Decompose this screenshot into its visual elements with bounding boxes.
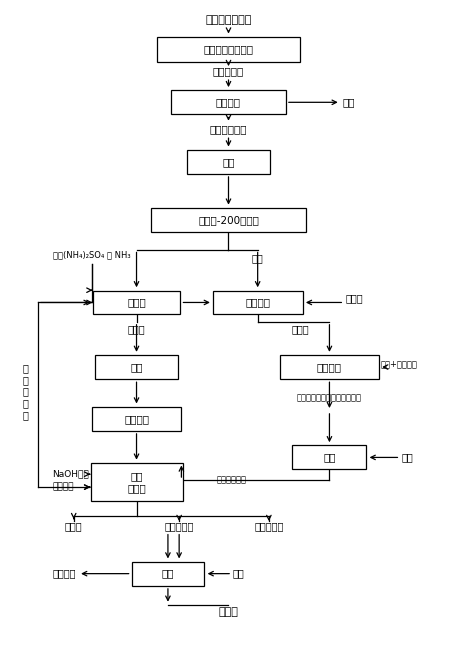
Text: 补加(NH₄)₂SO₄ 和 NH₃: 补加(NH₄)₂SO₄ 和 NH₃: [53, 250, 130, 259]
Text: 废水: 废水: [401, 453, 413, 462]
Text: 三元正极材料: 三元正极材料: [210, 124, 247, 135]
Text: 煅烧: 煅烧: [222, 157, 235, 167]
Bar: [92, 407, 181, 430]
Text: 碱液浸泡: 碱液浸泡: [216, 97, 241, 107]
Text: 粉料: 粉料: [252, 253, 264, 263]
Text: 废旧锂离子电池: 废旧锂离子电池: [205, 15, 252, 26]
Text: （酸+还原剂）: （酸+还原剂）: [381, 359, 417, 368]
Text: 成分调控: 成分调控: [124, 414, 149, 424]
Text: 还原剂: 还原剂: [345, 293, 363, 303]
Text: 加压浸出: 加压浸出: [245, 298, 270, 307]
Text: 混合槽: 混合槽: [127, 298, 146, 307]
Bar: [95, 355, 178, 379]
Text: 筛磨、-200目筛分: 筛磨、-200目筛分: [198, 215, 259, 225]
Text: 共沉淀后液: 共沉淀后液: [165, 521, 194, 531]
Bar: [157, 37, 300, 61]
Text: 氨浸液: 氨浸液: [128, 324, 145, 334]
Text: 氧化: 氧化: [323, 453, 336, 462]
Bar: [280, 355, 379, 379]
Text: 蒸氨
共沉淀: 蒸氨 共沉淀: [127, 471, 146, 493]
Text: 净化: 净化: [130, 362, 143, 372]
Text: 保护气流: 保护气流: [53, 483, 74, 492]
Bar: [187, 150, 270, 174]
Text: 再生氨氧体: 再生氨氧体: [254, 521, 283, 531]
Text: 沉锂: 沉锂: [162, 568, 174, 579]
Text: 常压酸浸: 常压酸浸: [317, 362, 342, 372]
Text: 碳酸: 碳酸: [233, 568, 245, 579]
Text: 稀液盐溶液（镍盐钴盐锰盐）: 稀液盐溶液（镍盐钴盐锰盐）: [297, 394, 362, 402]
Text: 沉锂母液: 沉锂母液: [53, 568, 76, 579]
Text: 三元正极片: 三元正极片: [213, 66, 244, 77]
Text: 挥发氨: 挥发氨: [65, 521, 83, 531]
Text: 拆解、破碎、解分: 拆解、破碎、解分: [203, 44, 254, 54]
Bar: [213, 290, 303, 315]
Bar: [90, 463, 182, 501]
Bar: [292, 445, 367, 470]
Bar: [151, 208, 306, 232]
Text: NaOH溶液: NaOH溶液: [53, 470, 90, 479]
Bar: [93, 290, 180, 315]
Text: 浸出液: 浸出液: [292, 324, 309, 334]
Text: 返
回
混
合
槽: 返 回 混 合 槽: [23, 364, 29, 420]
Bar: [171, 90, 286, 114]
Text: 稀杂盐锰浸液: 稀杂盐锰浸液: [217, 475, 246, 485]
Bar: [132, 562, 204, 585]
Text: 铝箔: 铝箔: [343, 97, 356, 107]
Text: 碳酸锂: 碳酸锂: [218, 608, 239, 617]
